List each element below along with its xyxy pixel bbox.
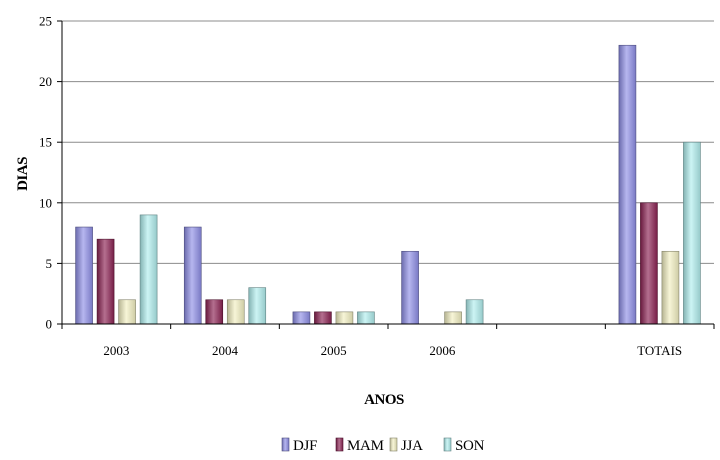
legend-label-jja: JJA [401, 438, 423, 454]
x-tick-label: 2003 [103, 343, 129, 358]
y-tick-label: 10 [39, 195, 52, 210]
axes [57, 20, 715, 329]
y-tick-label: 20 [39, 74, 52, 89]
bar-jja-2006 [444, 311, 462, 325]
legend-swatch-son [443, 437, 452, 452]
x-axis-title: ANOS [364, 392, 404, 408]
x-tick-label: 2005 [321, 343, 347, 358]
legend-label-mam: MAM [347, 438, 384, 454]
bar-son-2003 [139, 214, 158, 325]
y-tick-label: 25 [39, 14, 52, 29]
y-axis-title: DIAS [15, 157, 31, 191]
bar-mam-2005 [314, 311, 332, 325]
bar-jja-2003 [118, 299, 136, 325]
bar-mam-2003 [96, 238, 115, 325]
y-tick-label: 5 [46, 256, 53, 271]
legend-label-djf: DJF [293, 438, 317, 454]
bar-djf-2005 [292, 311, 311, 325]
bar-son-totais [683, 141, 701, 325]
legend: DJF MAM JJA SON [281, 437, 485, 454]
bar-mam-totais [640, 202, 658, 325]
legend-label-son: SON [455, 438, 485, 454]
bar-mam-2004 [205, 299, 224, 325]
y-tick-labels: 0 5 10 15 20 25 [39, 14, 52, 332]
bar-djf-2006 [401, 250, 419, 325]
x-tick-labels: 2003 2004 2005 2006 TOTAIS [103, 343, 682, 358]
bar-jja-totais [661, 250, 680, 325]
x-tick-label: 2004 [212, 343, 239, 358]
legend-swatch-jja [389, 437, 398, 452]
bar-djf-2003 [75, 226, 93, 325]
legend-swatch-djf [281, 437, 290, 452]
x-tick-label: TOTAIS [637, 343, 682, 358]
bar-son-2005 [357, 311, 375, 325]
y-tick-label: 0 [46, 317, 53, 332]
bar-jja-2005 [335, 311, 354, 325]
bar-jja-2004 [226, 299, 245, 325]
legend-swatch-mam [335, 437, 344, 452]
y-tick-label: 15 [39, 135, 52, 150]
bar-son-2006 [465, 299, 484, 325]
gridlines [62, 20, 714, 264]
x-tick-label: 2006 [429, 343, 456, 358]
bar-djf-totais [618, 44, 637, 325]
bars [75, 44, 701, 325]
bar-son-2004 [248, 287, 267, 325]
bar-djf-2004 [183, 226, 202, 325]
